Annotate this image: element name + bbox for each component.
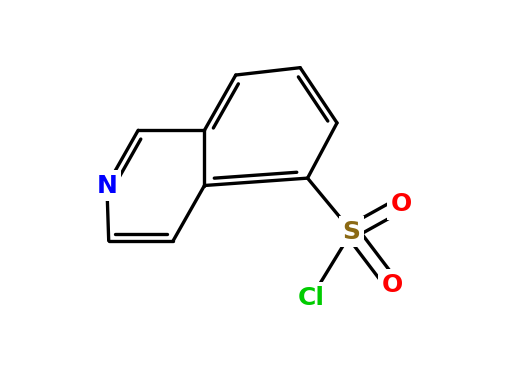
Text: N: N bbox=[96, 174, 117, 197]
Text: O: O bbox=[381, 273, 403, 297]
Text: S: S bbox=[343, 220, 361, 243]
Text: O: O bbox=[391, 192, 412, 216]
Text: Cl: Cl bbox=[298, 286, 325, 310]
